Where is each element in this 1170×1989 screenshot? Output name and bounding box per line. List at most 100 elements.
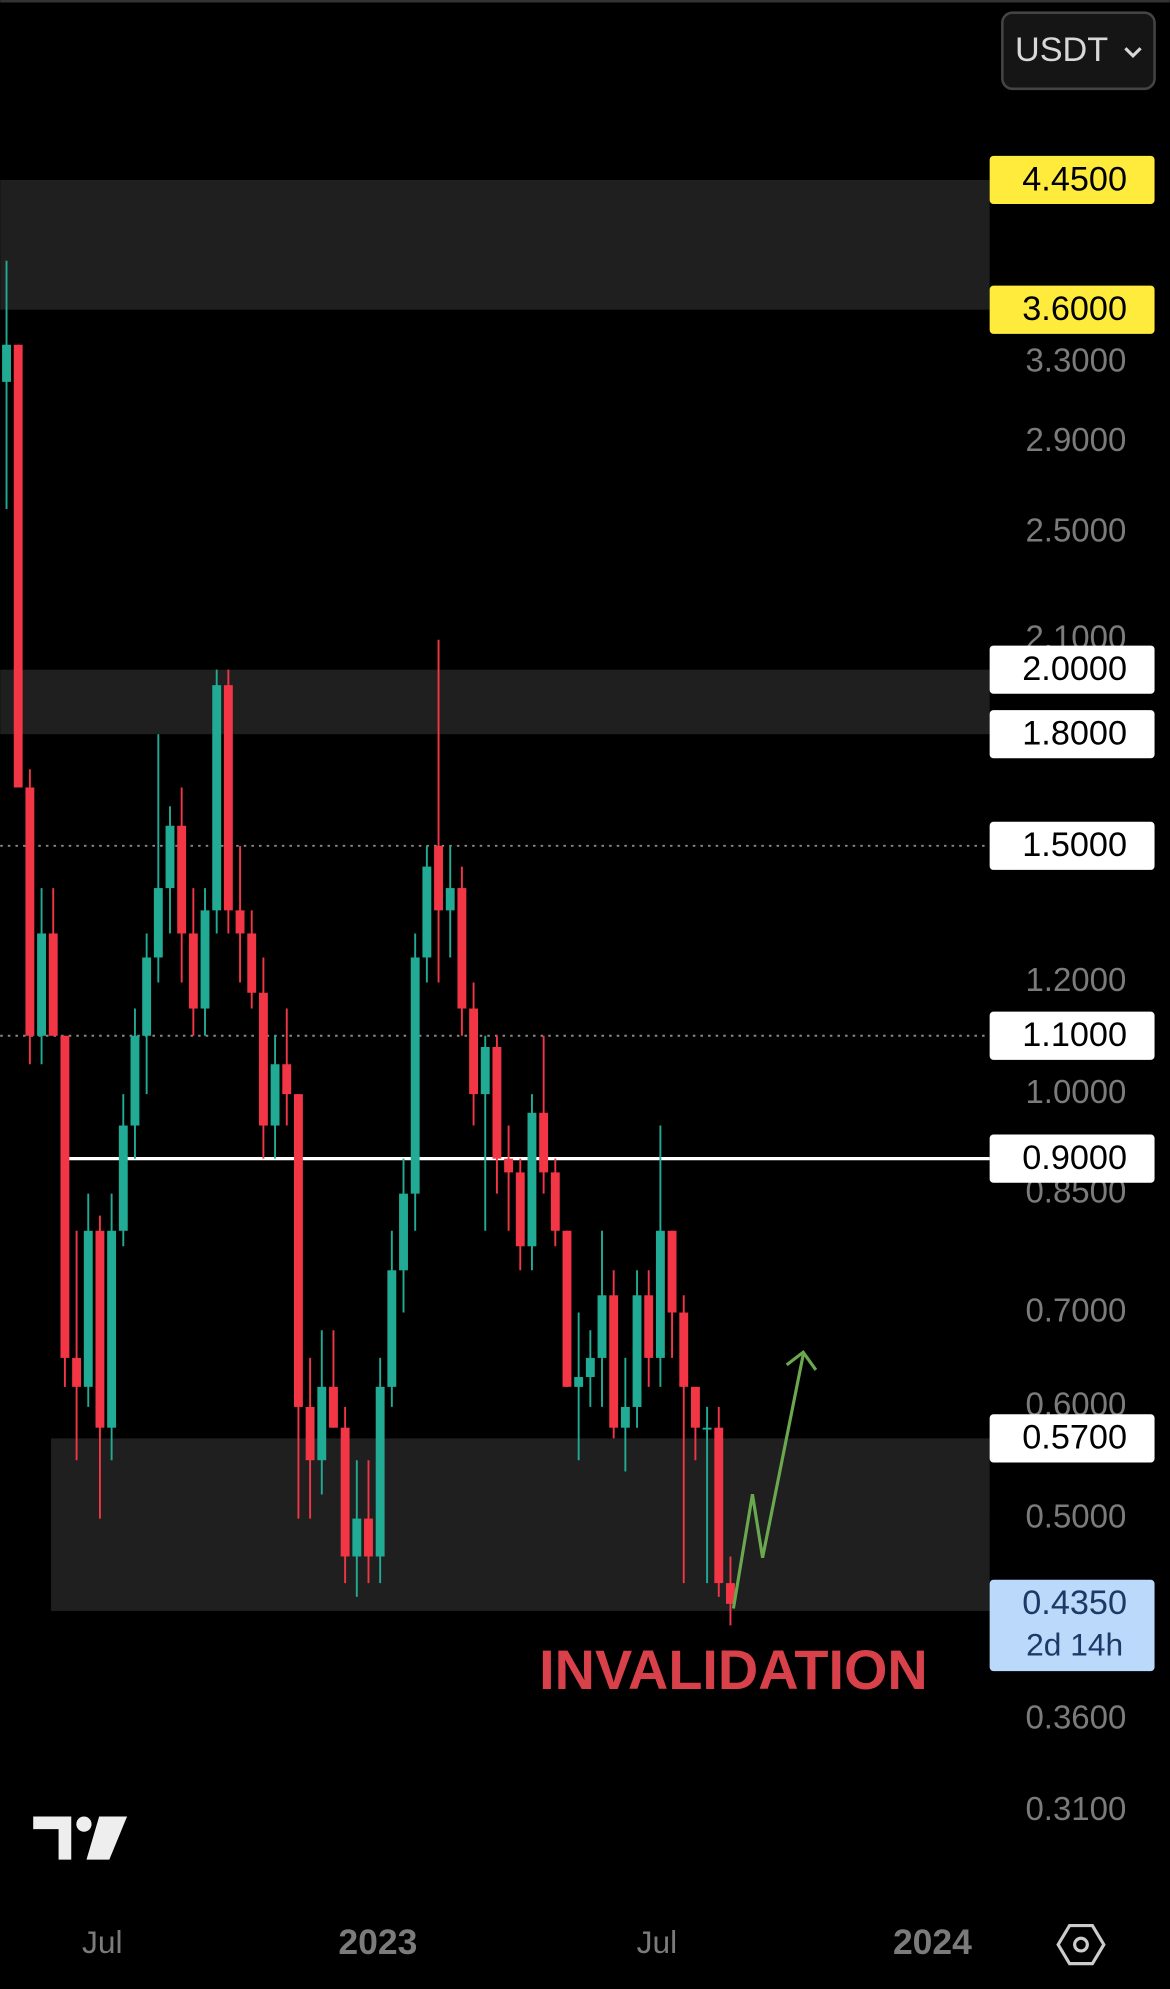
currency-button[interactable] [1001,11,1156,91]
candle-body [714,1427,724,1584]
candle-body [107,1230,117,1428]
candle-body [247,933,257,993]
candle-body [235,910,245,934]
chevron[interactable] [1124,47,1142,59]
price-labels: 4.4500 3.6000 2.0000 1.8000 1.5000 1.1000 0.90… [989,155,1155,1672]
y-tick-label: 0.7000 [1025,1291,1126,1328]
candle-body [72,1357,82,1387]
price-label: 1.8000 [1022,715,1127,753]
candle-body [83,1230,93,1387]
candles [2,260,735,1626]
candle-body [153,888,163,958]
candle-body [492,1046,502,1159]
candle-body [340,1427,350,1557]
candle-body [60,1035,70,1358]
annotation: INVALIDATION [539,1638,927,1701]
price-label: 2.0000 [1022,650,1127,688]
candle-body [690,1386,700,1428]
candle-body [679,1312,689,1387]
candle-body [212,685,222,911]
price-label-box [989,821,1155,870]
candle-body [13,344,23,788]
candle-body [329,1386,338,1428]
candle-body [48,933,58,1036]
candle-body [644,1295,654,1358]
candle-body [25,787,35,1036]
price-label: 3.6000 [1022,290,1127,328]
y-tick-label: 0.5000 [1025,1497,1126,1534]
candle-body [258,992,268,1126]
candle-body [667,1230,677,1313]
price-label-box [989,710,1155,759]
candle-body [142,957,152,1036]
candle-body [37,933,46,1036]
candle-body [527,1112,537,1247]
logo-dot [76,1816,92,1832]
price-label-box [989,1414,1155,1463]
y-tick-label: 3.3000 [1025,342,1126,379]
price-label-box [989,1011,1155,1060]
candle-body [597,1295,607,1358]
candle-body [282,1064,292,1095]
price-label: 0.5700 [1022,1419,1127,1457]
price-label-box [989,1579,1155,1672]
candle-body [515,1172,525,1247]
price-label: 1.1000 [1022,1016,1127,1054]
candle-body [562,1230,572,1387]
y-tick-label: 1.2000 [1025,961,1126,998]
price-label: 4.4500 [1022,160,1127,198]
settings-icon[interactable] [1056,1923,1106,1966]
candle-body [352,1518,362,1557]
candle-body [399,1193,408,1271]
candle-body [469,1008,479,1095]
candle-body [165,825,175,889]
candle-body [317,1386,327,1461]
levels [0,844,990,1161]
candle-body [585,1357,595,1378]
candle-body [632,1295,642,1407]
candle-body [609,1295,619,1428]
x-tick-label: 2023 [338,1922,417,1962]
candle-body [177,825,187,934]
candle-body [188,933,198,1009]
candle-body [293,1094,303,1407]
candle-body [574,1377,584,1387]
y-tick-label: 2.9000 [1025,421,1126,458]
price-label-box [989,155,1155,205]
candle-body [655,1230,665,1358]
candle-body [130,1035,140,1126]
zone [0,179,990,310]
candle-body [434,845,443,911]
logo-t [33,1816,72,1860]
candle-body [620,1406,630,1428]
candle-body [550,1172,560,1231]
candle-body [539,1112,549,1173]
candle-body [445,888,455,911]
gear[interactable] [1056,1923,1106,1966]
candle-body [457,888,467,1009]
currency-label[interactable]: USDT [1015,31,1108,69]
y-tick-label: 2.5000 [1025,512,1126,549]
candle-body [95,1230,105,1428]
gear-center[interactable] [1073,1936,1089,1953]
projection-arrow [731,1354,805,1609]
candle-body [702,1427,712,1430]
price-label: 0.9000 [1022,1139,1127,1177]
y-tick-label: 0.3100 [1025,1790,1126,1827]
zone [0,669,990,735]
arrow-head [785,1349,818,1371]
zone [50,1438,990,1611]
candle-body [480,1046,490,1095]
x-tick-label: Jul [82,1924,123,1960]
candle-body [200,910,210,1009]
candle-body [223,685,233,911]
candle-body [726,1583,735,1604]
candle-body [504,1158,514,1173]
price-label: 0.4350 [1022,1584,1127,1622]
price-label: 1.5000 [1022,826,1127,864]
candle-body [2,344,11,382]
price-label-box [989,1134,1155,1183]
candle-body [422,866,432,958]
